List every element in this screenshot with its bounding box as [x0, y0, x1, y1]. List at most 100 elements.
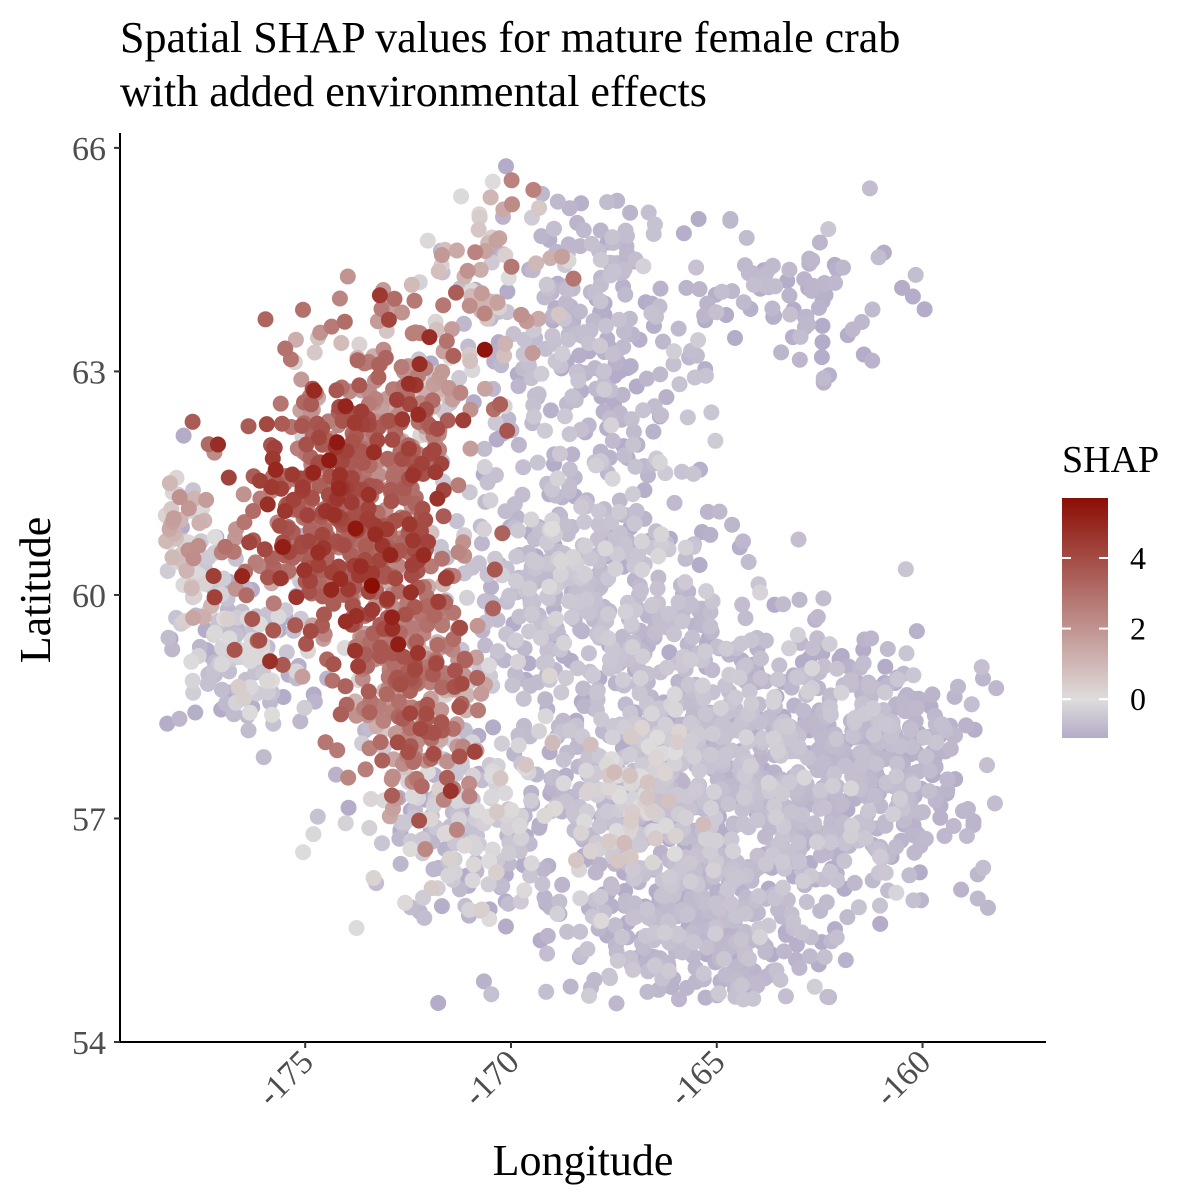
data-point: [310, 544, 327, 561]
data-point: [537, 708, 554, 725]
data-point: [889, 755, 906, 772]
data-point: [525, 181, 542, 198]
data-point: [462, 353, 479, 370]
data-point: [671, 991, 687, 1008]
data-point: [552, 445, 568, 462]
data-point: [467, 244, 484, 261]
data-point: [461, 901, 478, 918]
data-point: [482, 492, 499, 509]
data-point: [696, 895, 713, 912]
data-point: [509, 653, 526, 670]
data-point: [364, 602, 381, 618]
data-point: [337, 398, 354, 415]
data-point: [860, 802, 877, 819]
data-point: [622, 728, 639, 745]
data-point: [161, 475, 178, 492]
data-point: [420, 534, 436, 550]
data-point: [622, 849, 639, 865]
data-point: [539, 654, 556, 671]
data-point: [861, 180, 878, 197]
data-point: [433, 550, 450, 567]
data-point: [241, 534, 258, 551]
data-point: [738, 729, 755, 746]
data-point: [686, 748, 703, 765]
data-point: [885, 806, 901, 823]
data-point: [776, 943, 793, 960]
data-point: [677, 574, 694, 591]
data-point: [624, 861, 641, 878]
data-point: [699, 503, 716, 520]
data-point: [402, 841, 419, 858]
data-point: [570, 372, 587, 389]
data-point: [737, 657, 754, 674]
data-point: [625, 436, 642, 453]
data-point: [522, 867, 539, 884]
data-point: [889, 671, 906, 688]
data-point: [378, 686, 395, 703]
data-point: [287, 331, 304, 348]
data-point: [392, 855, 409, 872]
data-point: [623, 411, 640, 428]
data-point: [439, 769, 455, 786]
data-point: [238, 587, 255, 604]
data-point: [553, 684, 570, 701]
data-point: [434, 363, 451, 380]
data-point: [374, 835, 390, 852]
data-point: [247, 554, 264, 571]
data-point: [633, 719, 650, 736]
data-point: [294, 668, 311, 685]
data-point: [666, 686, 683, 703]
data-point: [719, 881, 736, 898]
data-point: [621, 746, 638, 763]
data-point: [702, 526, 719, 543]
data-point: [361, 704, 378, 721]
data-point: [597, 318, 614, 334]
data-point: [340, 799, 357, 816]
data-point: [591, 818, 608, 835]
legend-tick-label: 2: [1130, 611, 1146, 647]
data-point: [894, 279, 911, 296]
data-point: [488, 803, 505, 820]
chart-title-line-1: Spatial SHAP values for mature female cr…: [120, 13, 900, 62]
x-tick-label: -175: [251, 1043, 321, 1113]
data-point: [265, 595, 282, 612]
data-point: [406, 292, 423, 309]
data-point: [616, 447, 633, 464]
data-point: [371, 287, 388, 304]
data-point: [804, 640, 821, 657]
data-point: [483, 788, 500, 805]
data-point: [461, 297, 478, 314]
data-point: [477, 380, 493, 397]
data-point: [541, 578, 558, 595]
data-point: [183, 653, 200, 670]
data-point: [235, 486, 252, 503]
data-point: [921, 762, 938, 779]
data-point: [476, 459, 493, 475]
data-point: [384, 787, 400, 804]
data-point: [725, 843, 741, 859]
data-point: [600, 833, 617, 850]
data-point: [295, 844, 312, 861]
data-point: [735, 991, 752, 1008]
data-point: [812, 847, 829, 864]
data-point: [480, 876, 497, 893]
data-point: [547, 610, 564, 627]
data-point: [457, 652, 474, 669]
data-point: [234, 568, 251, 585]
data-point: [507, 632, 524, 649]
data-point: [402, 705, 419, 722]
data-point: [804, 252, 821, 269]
data-point: [350, 658, 367, 675]
data-point: [592, 888, 609, 905]
data-point: [371, 356, 387, 373]
data-point: [544, 520, 561, 537]
data-point: [643, 305, 660, 322]
data-point: [184, 413, 201, 430]
data-point: [917, 830, 934, 847]
data-point: [607, 917, 624, 934]
data-point: [292, 713, 309, 730]
data-point: [533, 228, 550, 245]
data-point: [751, 929, 768, 946]
data-point: [905, 667, 922, 684]
data-point: [908, 623, 925, 640]
